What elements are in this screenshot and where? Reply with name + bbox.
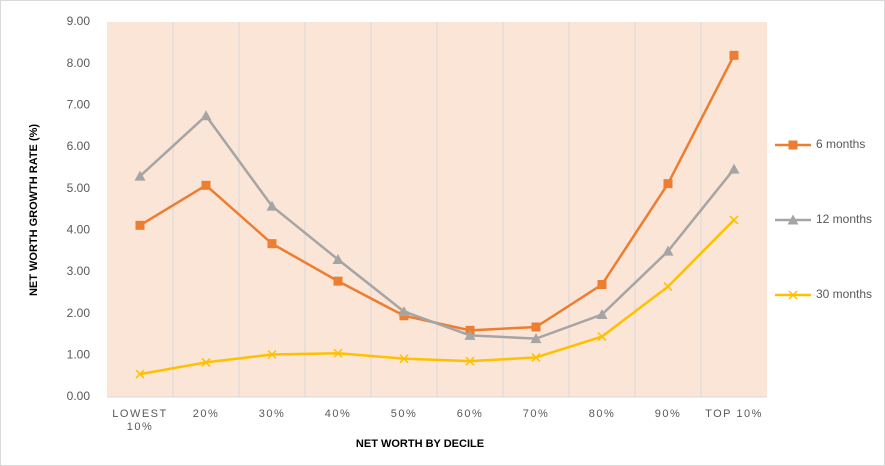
x-tick-label: 50% <box>390 408 418 420</box>
marker <box>333 348 343 358</box>
marker <box>332 254 344 264</box>
marker <box>267 239 277 249</box>
marker <box>596 309 608 319</box>
legend-label: 12 months <box>816 212 872 226</box>
marker <box>531 322 541 332</box>
marker <box>663 282 673 292</box>
marker <box>597 332 607 342</box>
x-tick-label: 60% <box>456 408 484 420</box>
marker <box>787 214 799 225</box>
legend-label: 6 months <box>816 137 865 151</box>
y-tick-label: 9.00 <box>67 14 91 28</box>
x-axis-title: NET WORTH BY DECILE <box>356 438 484 450</box>
marker <box>531 352 541 362</box>
y-tick-label: 7.00 <box>67 98 91 112</box>
x-tick-label: 90% <box>654 408 682 420</box>
marker <box>597 280 607 289</box>
x-tick-label: TOP 10% <box>705 408 763 420</box>
marker <box>399 354 409 364</box>
x-tick-label: 70% <box>522 408 550 420</box>
marker <box>729 215 739 225</box>
marker <box>266 200 278 211</box>
marker <box>662 245 674 256</box>
y-tick-label: 5.00 <box>67 181 91 195</box>
marker <box>267 349 277 360</box>
marker <box>134 170 146 181</box>
marker <box>201 357 211 367</box>
marker <box>465 356 475 366</box>
marker <box>788 290 798 300</box>
series-line <box>139 113 735 340</box>
y-tick-label: 6.00 <box>67 139 91 153</box>
marker <box>398 306 410 317</box>
marker <box>788 140 798 150</box>
marker <box>729 50 739 60</box>
y-tick-label: 4.00 <box>67 223 91 237</box>
marker <box>464 329 476 340</box>
marker <box>200 110 212 121</box>
y-axis-title: NET WORTH GROWTH RATE (%) <box>28 124 40 296</box>
marker <box>201 180 211 190</box>
x-tick-label: LOWEST 10% <box>112 408 168 433</box>
y-tick-label: 1.00 <box>67 348 91 362</box>
y-tick-label: 3.00 <box>67 264 91 278</box>
x-tick-label: 40% <box>324 408 352 420</box>
x-tick-label: 30% <box>258 408 286 420</box>
series-line <box>139 219 735 376</box>
y-tick-label: 2.00 <box>67 306 91 320</box>
y-tick-label: 8.00 <box>67 56 91 70</box>
x-tick-label: 20% <box>192 408 220 420</box>
marker <box>333 276 343 286</box>
marker <box>663 179 673 189</box>
y-tick-label: 0.00 <box>67 389 91 403</box>
legend-label: 30 months <box>816 287 872 301</box>
x-tick-label: 80% <box>588 408 616 420</box>
marker <box>728 163 740 174</box>
marker <box>135 369 145 379</box>
marker <box>530 333 542 344</box>
marker <box>135 220 145 230</box>
